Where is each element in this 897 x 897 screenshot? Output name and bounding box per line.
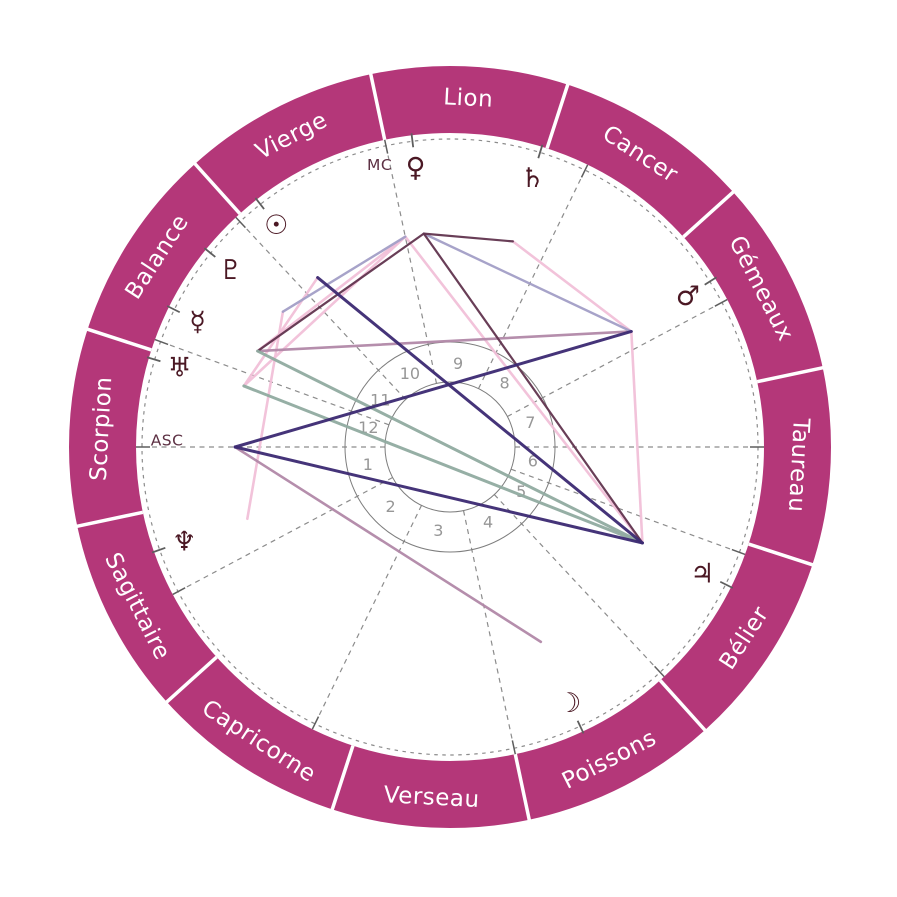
sign-divider: [682, 190, 736, 239]
planet-tick-mars: [704, 276, 717, 286]
house-cusp-tick: [654, 665, 665, 678]
planet-glyph-mercury-icon: ☿: [189, 307, 206, 338]
planet-glyph-jupiter-icon: ♃: [690, 558, 714, 589]
aspect-line-sun-jupiter: [316, 276, 644, 545]
aspect-line-asc-mars: [233, 329, 633, 449]
aspect-line-mc-mercury: [256, 235, 407, 353]
aspect-line-venus-mercury: [256, 232, 425, 353]
aspect-line-venus-saturn: [422, 232, 514, 243]
aspect-line-mc-uranus: [242, 235, 407, 388]
aspect-line-mc-pluto: [281, 235, 407, 313]
house-cusp-tick: [311, 716, 320, 730]
house-number-5: 5: [516, 482, 526, 501]
planet-tick-neptune: [151, 546, 166, 554]
house-number-4: 4: [483, 512, 493, 531]
aspect-line-uranus-jupiter: [242, 384, 644, 545]
aspect-line-mercury-jupiter: [256, 349, 644, 545]
house-number-2: 2: [386, 497, 396, 516]
sign-divider: [86, 327, 152, 352]
house-cusp-line: [510, 468, 733, 551]
sign-divider: [545, 83, 570, 149]
aspect-line-pluto-neptune: [246, 310, 285, 521]
house-number-1: 1: [363, 455, 373, 474]
sign-divider: [193, 161, 242, 215]
sign-divider: [330, 745, 355, 811]
aspect-line-saturn-mars: [511, 240, 633, 333]
aspect-line-asc-moon: [233, 445, 543, 644]
aspect-line-mercury-mars: [256, 330, 633, 353]
house-cusp-tick: [580, 164, 589, 178]
house-cusp-line: [462, 510, 513, 741]
planet-tick-jupiter: [719, 580, 734, 589]
planet-glyph-saturn-icon: ♄: [520, 163, 544, 194]
house-cusp-tick: [511, 740, 517, 755]
planet-glyph-uranus-icon: ♅: [168, 352, 192, 383]
house-number-3: 3: [433, 521, 443, 540]
aspect-line-mc-jupiter: [403, 235, 644, 545]
house-cusp-line: [507, 305, 716, 418]
house-cusp-line: [317, 505, 423, 717]
sign-label-lion: Lion: [443, 84, 494, 113]
house-number-7: 7: [525, 413, 535, 432]
mc-label: MC: [367, 156, 392, 174]
sign-label-verseau: Verseau: [383, 782, 480, 813]
sign-divider: [658, 679, 707, 733]
planet-tick-moon: [576, 720, 585, 734]
house-cusp-tick: [383, 139, 389, 154]
planet-tick-pluto: [203, 247, 216, 258]
house-number-8: 8: [499, 374, 509, 393]
planet-glyph-mars-icon: ♂: [676, 281, 700, 312]
house-cusp-tick: [714, 298, 728, 307]
sign-label-scorpion: Scorpion: [86, 376, 117, 482]
planet-tick-venus: [410, 133, 415, 148]
planet-tick-uranus: [146, 356, 161, 363]
planet-tick-mercury: [166, 305, 181, 314]
sign-label-taureau: Taureau: [783, 417, 814, 513]
aspect-line-asc-jupiter: [233, 445, 644, 545]
house-cusp-line: [184, 476, 393, 589]
aspect-line-venus-jupiter: [422, 232, 644, 545]
planet-glyph-venus-icon: ♀: [406, 153, 426, 184]
planet-glyph-moon-icon: ☽: [557, 688, 581, 719]
house-cusp-line: [493, 494, 656, 667]
house-ring-inner-circle: [384, 381, 516, 513]
house-number-6: 6: [528, 451, 538, 470]
planet-tick-sun: [254, 197, 265, 210]
sign-divider: [368, 72, 387, 141]
aspect-line-venus-mars: [422, 232, 633, 333]
house-cusp-tick: [731, 548, 746, 556]
zodiac-ring: [69, 66, 831, 828]
house-cusp-tick: [154, 338, 169, 346]
aspect-line-mars-jupiter: [630, 330, 644, 545]
house-cusp-line: [244, 227, 407, 400]
planet-tick-saturn: [537, 144, 544, 159]
sign-divider: [75, 510, 144, 529]
planet-glyph-sun-icon: ☉: [264, 210, 288, 241]
sign-divider: [756, 365, 825, 384]
sign-divider: [513, 753, 532, 822]
house-number-10: 10: [400, 364, 420, 383]
sign-divider: [748, 542, 814, 567]
house-number-9: 9: [453, 354, 463, 373]
planet-glyph-pluto-icon: ♇: [219, 255, 243, 286]
asc-label: ASC: [151, 432, 184, 450]
house-cusp-tick: [235, 216, 246, 229]
house-cusp-line: [387, 153, 438, 384]
sign-divider: [164, 655, 218, 704]
house-cusp-tick: [172, 587, 186, 596]
planet-glyph-neptune-icon: ♆: [172, 527, 196, 558]
